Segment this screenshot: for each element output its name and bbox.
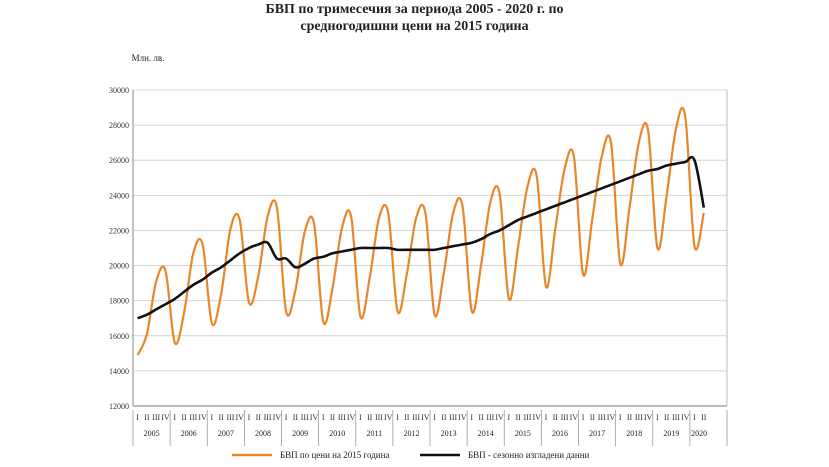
x-quarter-label: III — [561, 413, 569, 422]
legend-entry-gdp-2015-prices: БВП по цени на 2015 година — [232, 450, 389, 460]
x-quarter-label: II — [664, 413, 670, 422]
y-tick-label: 12000 — [109, 402, 129, 411]
x-quarter-label: I — [693, 413, 696, 422]
x-quarter-label: I — [285, 413, 288, 422]
x-quarter-label: I — [211, 413, 214, 422]
x-year-label: 2005 — [144, 429, 160, 438]
x-quarter-label: I — [656, 413, 659, 422]
y-tick-label: 26000 — [109, 156, 129, 165]
chart-title: БВП по тримесечия за периода 2005 - 2020… — [0, 1, 829, 35]
x-quarter-label: I — [470, 413, 473, 422]
x-quarter-label: I — [582, 413, 585, 422]
x-year-label: 2020 — [691, 429, 707, 438]
x-quarter-label: III — [635, 413, 643, 422]
x-quarter-label: II — [367, 413, 373, 422]
x-quarter-label: IV — [458, 413, 467, 422]
x-quarter-label: IV — [644, 413, 653, 422]
x-quarter-label: II — [256, 413, 262, 422]
x-quarter-label: I — [248, 413, 251, 422]
x-quarter-label: IV — [347, 413, 356, 422]
x-year-label: 2011 — [366, 429, 382, 438]
x-year-label: 2015 — [515, 429, 531, 438]
chart-title-line-1: БВП по тримесечия за периода 2005 - 2020… — [265, 2, 564, 17]
x-quarter-label: II — [441, 413, 447, 422]
y-unit-label: Млн. лв. — [132, 53, 165, 63]
x-year-label: 2008 — [255, 429, 271, 438]
x-quarter-label: III — [301, 413, 309, 422]
x-quarter-label: II — [553, 413, 559, 422]
x-quarter-label: I — [359, 413, 362, 422]
x-quarter-label: III — [338, 413, 346, 422]
y-tick-label: 20000 — [109, 262, 129, 271]
y-tick-label: 16000 — [109, 332, 129, 341]
x-quarter-label: IV — [384, 413, 393, 422]
y-tick-label: 24000 — [109, 191, 129, 200]
series-line-gdp-2015-prices — [136, 107, 705, 356]
x-year-label: 2010 — [329, 429, 345, 438]
x-year-label: 2007 — [218, 429, 234, 438]
x-quarter-label: I — [173, 413, 176, 422]
x-quarter-label: IV — [161, 413, 170, 422]
x-quarter-label: IV — [533, 413, 542, 422]
x-year-label: 2016 — [552, 429, 568, 438]
x-quarter-label: II — [478, 413, 484, 422]
x-quarter-label: III — [672, 413, 680, 422]
x-quarter-label: II — [293, 413, 299, 422]
x-quarter-label: II — [330, 413, 336, 422]
x-year-label: 2012 — [403, 429, 419, 438]
x-quarter-label: III — [598, 413, 606, 422]
x-quarter-label: IV — [495, 413, 504, 422]
x-quarter-label: IV — [570, 413, 579, 422]
x-quarter-label: IV — [681, 413, 690, 422]
chart-title-line-2: средногодишни цени на 2015 година — [300, 19, 529, 34]
series-line-gdp-seasonally-adjusted — [137, 155, 706, 320]
x-quarter-label: III — [523, 413, 531, 422]
x-quarter-label: II — [590, 413, 596, 422]
x-quarter-label: II — [701, 413, 707, 422]
x-quarter-label: I — [545, 413, 548, 422]
x-quarter-label: IV — [310, 413, 319, 422]
x-year-label: 2009 — [292, 429, 308, 438]
x-quarter-label: I — [136, 413, 139, 422]
x-quarter-label: III — [412, 413, 420, 422]
legend-label: БВП по цени на 2015 година — [280, 450, 389, 460]
x-quarter-label: IV — [236, 413, 245, 422]
x-year-label: 2006 — [181, 429, 197, 438]
x-quarter-label: II — [404, 413, 410, 422]
x-quarter-label: I — [508, 413, 511, 422]
x-year-label: 2014 — [478, 429, 494, 438]
x-quarter-label: III — [189, 413, 197, 422]
x-quarter-label: II — [181, 413, 187, 422]
x-year-label: 2013 — [441, 429, 457, 438]
y-tick-label: 22000 — [109, 226, 129, 235]
x-quarter-label: III — [152, 413, 160, 422]
x-quarter-label: II — [516, 413, 522, 422]
x-quarter-label: III — [226, 413, 234, 422]
x-quarter-label: IV — [198, 413, 207, 422]
x-quarter-label: III — [375, 413, 383, 422]
x-quarter-label: II — [219, 413, 225, 422]
y-tick-label: 14000 — [109, 367, 129, 376]
x-year-label: 2017 — [589, 429, 605, 438]
x-quarter-label: I — [322, 413, 325, 422]
x-year-label: 2018 — [626, 429, 642, 438]
x-quarter-label: III — [486, 413, 494, 422]
x-quarter-label: III — [449, 413, 457, 422]
y-tick-label: 30000 — [109, 86, 129, 95]
y-tick-label: 28000 — [109, 121, 129, 130]
x-quarter-label: III — [264, 413, 272, 422]
x-quarter-label: II — [627, 413, 633, 422]
x-quarter-label: IV — [421, 413, 430, 422]
x-quarter-label: IV — [607, 413, 616, 422]
x-quarter-label: I — [396, 413, 399, 422]
x-quarter-label: II — [144, 413, 150, 422]
legend-entry-gdp-seasonally-adjusted: БВП - сезонно изгладени данни — [420, 450, 590, 460]
y-tick-label: 18000 — [109, 297, 129, 306]
x-year-label: 2019 — [663, 429, 679, 438]
x-quarter-label: I — [433, 413, 436, 422]
x-quarter-label: IV — [273, 413, 282, 422]
legend-label: БВП - сезонно изгладени данни — [468, 450, 590, 460]
x-quarter-label: I — [619, 413, 622, 422]
